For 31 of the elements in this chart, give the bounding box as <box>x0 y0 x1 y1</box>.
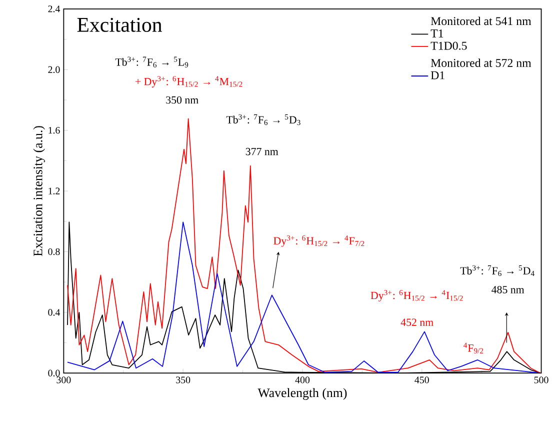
y-tick-label: 2.4 <box>48 6 60 12</box>
text: Dy$^{3+}$: $^{6}$H$_{15/2}$ → $^{4}$F$_{7/2}$ <box>274 236 364 247</box>
annotation: Monitored at 572 nm <box>430 58 532 68</box>
text: Tb$^{3+}$: $^{7}$F$_{6}$ → $^{5}$D$_{3}$ <box>226 114 300 126</box>
y-tick-label: 1.2 <box>48 188 60 195</box>
x-axis-title: Wavelength (nm) <box>258 388 347 400</box>
legend-label: D1 <box>430 71 444 80</box>
annotation: $^{4}$F$_{9/2}$ <box>464 342 484 354</box>
legend-label: T1 <box>430 30 444 38</box>
text: Tb$^{3+}$: $^{7}$F$_{6}$ → $^{5}$L$_{9}$ <box>115 56 188 68</box>
x-tick-label: 450 <box>414 376 429 384</box>
y-tick-label: 0.0 <box>48 370 60 377</box>
x-tick-label: 350 <box>176 376 190 384</box>
text: + Dy$^{3+}$: $^{6}$H$_{15/2}$ → $^{4}$M$_{15/2}$ <box>136 76 242 88</box>
x-tick-label: 300 <box>56 376 71 384</box>
legend-label: T1D0.5 <box>430 42 467 50</box>
y-tick-label: 0.4 <box>48 309 60 316</box>
annotation: 452 nm <box>400 318 434 326</box>
text: Tb$^{3+}$: $^{7}$F$_{6}$ → $^{5}$D$_{4}$ <box>460 265 534 276</box>
y-tick-label: 0.8 <box>48 248 60 256</box>
x-tick-label: 500 <box>534 376 548 384</box>
annotation: 485 nm <box>492 286 524 294</box>
annotation: 350 nm <box>166 96 198 104</box>
y-tick-label: 1.6 <box>48 127 60 134</box>
text: Dy$^{3+}$: $^{6}$H$_{15/2}$ → $^{4}$I$_{15/2}$ <box>370 290 463 302</box>
legend-title: Monitored at 541 nm <box>430 16 532 26</box>
x-tick-label: 400 <box>295 376 310 384</box>
y-axis-title: Excitation intensity (a.u.) <box>33 126 45 256</box>
y-tick-label: 2.0 <box>48 66 60 74</box>
annotation: 377 nm <box>246 148 278 156</box>
chart-title: Excitation <box>77 18 162 32</box>
